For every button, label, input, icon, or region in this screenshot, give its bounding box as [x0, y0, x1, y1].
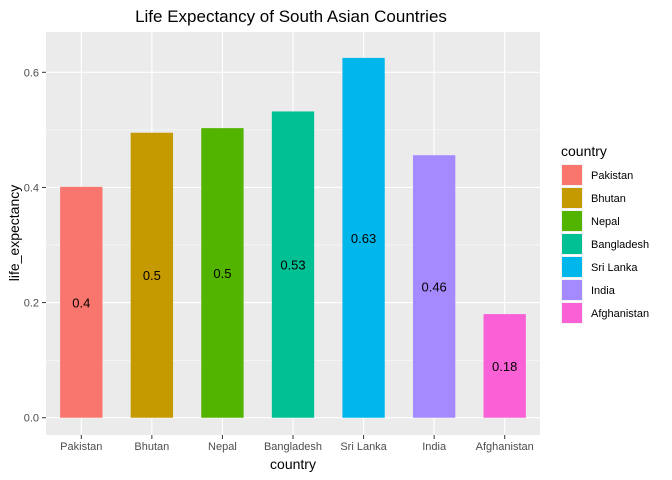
x-axis: Pakistan Bhutan Nepal Bangladesh Sri Lanka In… — [60, 435, 534, 453]
x-tick-label: Bangladesh — [264, 441, 322, 453]
legend-label: Pakistan — [591, 170, 633, 182]
legend-swatch — [562, 211, 582, 231]
legend-label: Bhutan — [591, 193, 626, 205]
data-label: 0.5 — [213, 266, 231, 281]
y-tick-label: 0.0 — [24, 413, 39, 425]
legend-swatch — [562, 165, 582, 185]
legend-swatch — [562, 303, 582, 323]
legend-title: country — [561, 143, 607, 159]
legend-label: Bangladesh — [591, 239, 649, 251]
legend-label: India — [591, 285, 616, 297]
bar-bangladesh — [271, 111, 315, 418]
bar-india — [412, 155, 456, 418]
x-tick-label: Pakistan — [60, 441, 102, 453]
legend-label: Afghanistan — [591, 308, 649, 320]
y-axis-title: life_expectancy — [6, 185, 22, 282]
x-axis-title: country — [270, 456, 316, 472]
x-tick-label: Afghanistan — [476, 441, 534, 453]
bar-bhutan — [130, 132, 174, 418]
data-label: 0.46 — [421, 279, 446, 294]
legend-label: Nepal — [591, 216, 620, 228]
data-labels-layer: 0.4 0.5 0.5 0.53 0.63 0.46 0.18 — [72, 231, 517, 374]
bar-pakistan — [60, 186, 103, 418]
y-tick-label: 0.4 — [24, 182, 39, 194]
bars-layer — [60, 57, 526, 418]
legend-swatch — [562, 257, 582, 277]
legend-label: Sri Lanka — [591, 262, 638, 274]
x-tick-label: Nepal — [208, 441, 237, 453]
legend-swatch — [562, 280, 582, 300]
data-label: 0.53 — [280, 258, 305, 273]
legend: country Pakistan Bhutan Nepal Bangladesh Sri… — [561, 143, 649, 324]
data-label: 0.63 — [351, 231, 376, 246]
data-label: 0.4 — [72, 295, 90, 310]
data-label: 0.5 — [143, 268, 161, 283]
chart-title: Life Expectancy of South Asian Countries — [135, 7, 447, 26]
bar-nepal — [201, 128, 244, 418]
data-label: 0.18 — [492, 359, 517, 374]
y-tick-label: 0.6 — [24, 67, 39, 79]
bar-sri-lanka — [342, 57, 385, 418]
y-tick-label: 0.2 — [24, 298, 39, 310]
x-tick-label: Bhutan — [134, 441, 169, 453]
y-axis: 0.0 0.2 0.4 0.6 — [24, 67, 46, 425]
bar-afghanistan — [483, 314, 526, 418]
legend-swatch — [562, 188, 582, 208]
x-tick-label: Sri Lanka — [340, 441, 387, 453]
x-tick-label: India — [422, 441, 447, 453]
legend-swatch — [562, 234, 582, 254]
